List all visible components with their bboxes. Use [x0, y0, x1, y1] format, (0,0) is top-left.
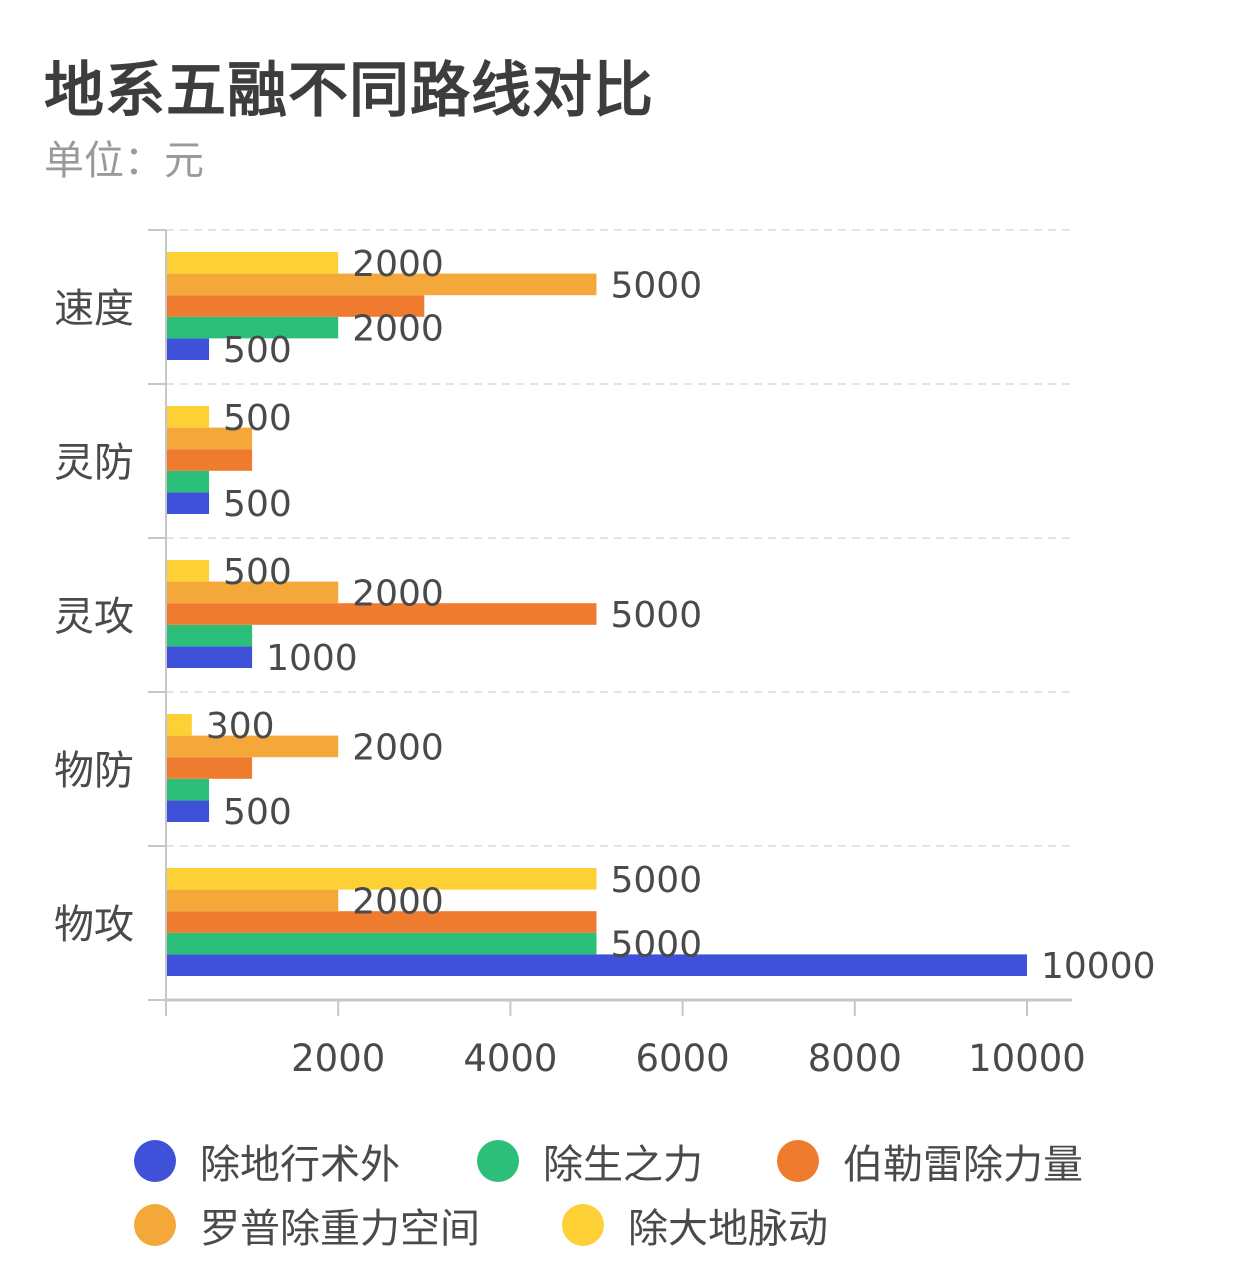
- bar-4-1: [166, 800, 210, 822]
- legend-item[interactable]: 罗普除重力空间: [134, 1196, 480, 1254]
- legend-color-dot: [562, 1204, 604, 1246]
- x-tick-label: 10000: [968, 1037, 1086, 1080]
- bar-5-5: [166, 868, 597, 890]
- data-label: 2000: [352, 881, 444, 922]
- bar-1-3: [166, 295, 425, 317]
- data-label: 5000: [611, 265, 703, 306]
- grid-lines: [166, 229, 1071, 847]
- bar-2-5: [166, 406, 210, 428]
- bar-1-5: [166, 252, 339, 274]
- bar-4-5: [166, 714, 192, 736]
- legend-color-dot: [134, 1204, 176, 1246]
- bars: [166, 252, 1027, 976]
- legend-label: 除大地脉动: [628, 1206, 828, 1252]
- data-label: 5000: [611, 860, 703, 901]
- category-label: 物防: [54, 748, 134, 794]
- data-label: 500: [223, 398, 292, 439]
- x-tick-label: 6000: [636, 1037, 730, 1080]
- bar-2-4: [166, 427, 253, 450]
- data-label: 2000: [352, 573, 444, 614]
- data-label: 500: [223, 792, 292, 833]
- bar-4-4: [166, 735, 339, 758]
- data-label: 10000: [1041, 946, 1156, 987]
- data-label: 2000: [352, 309, 444, 350]
- bar-3-3: [166, 603, 597, 625]
- bar-1-4: [166, 273, 597, 296]
- legend-label: 罗普除重力空间: [200, 1206, 480, 1252]
- bar-5-1: [166, 954, 1027, 976]
- bar-2-3: [166, 449, 253, 471]
- x-tick-label: 8000: [808, 1037, 902, 1080]
- category-label: 灵攻: [54, 594, 134, 640]
- bar-3-1: [166, 646, 253, 668]
- legend-color-dot: [777, 1140, 819, 1182]
- bar-1-1: [166, 338, 210, 360]
- legend-color-dot: [134, 1140, 176, 1182]
- bar-3-4: [166, 581, 339, 604]
- data-label: 5000: [611, 925, 703, 966]
- bar-2-2: [166, 470, 210, 493]
- bar-3-5: [166, 560, 210, 582]
- legend-item[interactable]: 除大地脉动: [562, 1196, 828, 1254]
- legend-item[interactable]: 除生之力: [477, 1132, 703, 1190]
- data-label: 500: [223, 552, 292, 593]
- legend-item[interactable]: 伯勒雷除力量: [777, 1132, 1083, 1190]
- data-label: 2000: [352, 727, 444, 768]
- x-tick-label: 2000: [291, 1037, 385, 1080]
- legend-label: 除地行术外: [200, 1142, 400, 1188]
- bar-3-2: [166, 624, 253, 647]
- data-label: 2000: [352, 244, 444, 285]
- bar-4-2: [166, 778, 210, 801]
- chart-subtitle: 单位：元: [44, 138, 204, 184]
- chart-title: 地系五融不同路线对比: [44, 56, 654, 126]
- data-labels: 500 2000 5000 2000 500 500 1000 5000 2000 500 500 2…: [206, 244, 1156, 987]
- data-label: 300: [206, 706, 275, 747]
- bar-1-2: [166, 316, 339, 339]
- bar-2-1: [166, 492, 210, 514]
- x-tick-label: 4000: [463, 1037, 557, 1080]
- category-label: 灵防: [54, 440, 134, 486]
- data-label: 1000: [266, 638, 358, 679]
- bar-5-4: [166, 889, 339, 912]
- bar-4-3: [166, 757, 253, 779]
- category-label: 物攻: [54, 902, 134, 948]
- category-label: 速度: [54, 286, 134, 332]
- legend-color-dot: [477, 1140, 519, 1182]
- data-label: 5000: [611, 595, 703, 636]
- legend-label: 伯勒雷除力量: [843, 1142, 1083, 1188]
- data-label: 500: [223, 330, 292, 371]
- legend-item[interactable]: 除地行术外: [134, 1132, 400, 1190]
- bar-5-2: [166, 932, 597, 955]
- bar-5-3: [166, 911, 597, 933]
- legend-label: 除生之力: [543, 1142, 703, 1188]
- data-label: 500: [223, 484, 292, 525]
